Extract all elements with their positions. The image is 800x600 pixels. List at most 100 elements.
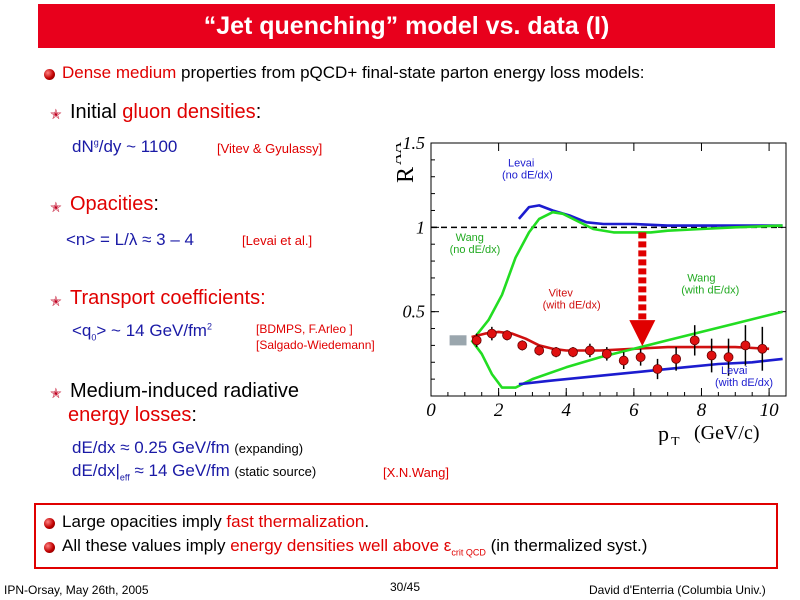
transport-formula-sub: 0 <box>91 332 97 343</box>
y-tick-label: 0.5 <box>403 302 426 322</box>
curve-label: Levai <box>508 158 534 170</box>
bullet-icon <box>44 542 55 553</box>
gluon-formula: dNg/dy ~ 1100 <box>72 137 177 157</box>
gluon-tail: : <box>255 101 262 123</box>
energyloss-line2-note: (static source) <box>234 464 317 479</box>
y-tick-label: 1 <box>416 217 425 237</box>
curve-label: (no dE/dx) <box>502 170 553 182</box>
data-point <box>652 364 663 374</box>
conclusion-line1-lead: Large opacities imply <box>62 512 227 531</box>
data-point <box>706 350 717 361</box>
data-point <box>635 352 646 363</box>
curve-label: Wang <box>687 272 715 284</box>
data-point <box>601 348 612 359</box>
arrow-dash <box>638 232 647 239</box>
curve-label: (with dE/dx) <box>543 299 601 311</box>
energyloss-line1: dE/dx ≈ 0.25 GeV/fm (expanding) <box>72 438 303 458</box>
transport-formula-b: > ~ 14 GeV/fm <box>96 321 207 340</box>
opacity-highlight: Opacities <box>70 193 154 215</box>
data-point <box>568 347 578 358</box>
transport-heading: Transport coefficients: <box>70 287 266 309</box>
arrow-dash <box>638 259 647 266</box>
star-icon: ✭ <box>50 293 62 309</box>
transport-ref1: [BDMPS, F.Arleo ] <box>256 322 353 336</box>
conclusion-box <box>34 503 778 569</box>
footer-left: IPN-Orsay, May 26th, 2005 <box>4 583 149 597</box>
data-point <box>486 328 497 339</box>
curve-levai-with-de-dx <box>518 357 783 386</box>
x-tick-label: 4 <box>561 400 571 421</box>
star-icon: ✭ <box>50 199 62 215</box>
x-tick-label: 10 <box>760 400 780 421</box>
data-point <box>534 345 545 356</box>
arrow-dash <box>638 304 647 311</box>
arrow-dash <box>638 250 647 257</box>
curve-levai-no-de-dx <box>517 204 783 227</box>
data-point <box>471 335 482 346</box>
x-tick-label: 8 <box>697 400 707 421</box>
energyloss-line1-text: dE/dx ≈ 0.25 GeV/fm <box>72 438 230 457</box>
conclusion-line2-lead: All these values imply <box>62 536 231 555</box>
curve-label: (with dE/dx) <box>715 377 773 389</box>
arrow-head <box>629 320 656 347</box>
y-tick-label: 1.5 <box>403 133 426 153</box>
title-bar: “Jet quenching” model vs. data (I) <box>38 4 775 48</box>
data-point <box>618 355 629 366</box>
slide-title: “Jet quenching” model vs. data (I) <box>203 11 610 40</box>
curve-label: Levai <box>721 365 747 377</box>
plot-frame <box>430 142 787 397</box>
star-icon: ✭ <box>50 385 62 401</box>
conclusion-line2-sub: crit QCD <box>451 547 486 558</box>
energyloss-line2-b: ≈ 14 GeV/fm <box>129 461 230 480</box>
x-tick-label: 0 <box>426 400 436 421</box>
conclusion-line1-tail: . <box>364 512 370 531</box>
arrow-dash <box>638 295 647 302</box>
x-tick-label: 6 <box>629 400 639 421</box>
data-point <box>723 352 734 363</box>
x-axis-label: p <box>658 421 669 445</box>
energyloss-tail: : <box>191 404 197 426</box>
curve-label: Wang <box>456 232 484 244</box>
data-point <box>757 343 768 354</box>
data-point <box>585 345 595 356</box>
arrow-dash <box>638 241 647 248</box>
opacity-tail: : <box>153 193 159 215</box>
data-point <box>740 340 751 351</box>
x-tick-label: 2 <box>494 400 504 421</box>
gluon-ref: [Vitev & Gyulassy] <box>217 141 323 156</box>
intro-line: Dense medium properties from pQCD+ final… <box>62 63 645 83</box>
conclusion-line2: All these values imply energy densities … <box>62 536 647 557</box>
energyloss-line2-sub: eff <box>119 472 130 483</box>
normalization-box <box>449 335 467 346</box>
y-axis-label: R <box>396 167 419 183</box>
intro-text: properties from pQCD+ final-state parton… <box>176 63 645 82</box>
data-point <box>551 347 561 358</box>
energyloss-line2-a: dE/dx| <box>72 461 120 480</box>
curve-label: (with dE/dx) <box>681 284 739 296</box>
y-axis-label-sub: AA <box>396 141 405 165</box>
opacity-heading: Opacities: <box>70 193 159 216</box>
energyloss-highlight: energy losses <box>68 404 192 426</box>
intro-highlight: Dense medium <box>62 63 177 82</box>
curve-wang-no-de-dx <box>473 210 783 338</box>
gluon-formula-a: dN <box>72 137 94 156</box>
gluon-lead: Initial <box>70 101 123 123</box>
conclusion-line1-highlight: fast thermalization <box>226 512 365 531</box>
energyloss-lead: Medium-induced radiative <box>70 380 300 402</box>
arrow-dash <box>638 313 647 320</box>
footer-page: 30/45 <box>390 580 421 594</box>
opacity-formula: <n> = L/λ ≈ 3 – 4 <box>66 230 194 249</box>
gluon-heading: Initial gluon densities: <box>70 101 261 124</box>
gluon-formula-sup: g <box>93 137 99 148</box>
energyloss-ref: [X.N.Wang] <box>383 465 449 480</box>
energyloss-heading: energy losses: <box>68 404 197 427</box>
energyloss-line2: dE/dx|eff ≈ 14 GeV/fm (static source) <box>72 461 316 482</box>
star-icon: ✭ <box>50 106 62 122</box>
transport-formula-a: <q <box>72 321 92 340</box>
arrow-dash <box>638 277 647 284</box>
data-point <box>517 340 528 351</box>
conclusion-line2-tail: (in thermalized syst.) <box>485 536 648 555</box>
gluon-formula-b: /dy ~ 1100 <box>98 137 178 156</box>
arrow-dash <box>638 268 647 275</box>
